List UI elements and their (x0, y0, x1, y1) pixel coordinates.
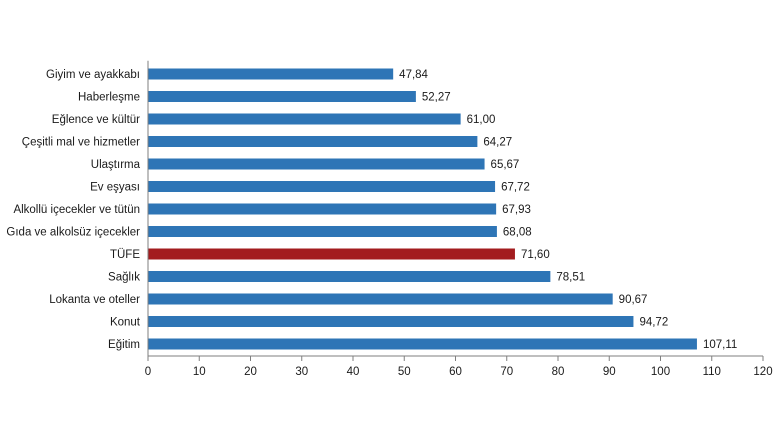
value-label: 61,00 (467, 114, 496, 126)
category-label: Konut (110, 317, 141, 329)
bar (148, 203, 497, 215)
bar (148, 136, 478, 147)
x-axis: 0 10 20 30 40 50 60 70 80 90 100 110 120 (145, 60, 773, 378)
x-tick-label: 20 (244, 366, 257, 378)
bar (148, 91, 416, 102)
value-label: 52,27 (422, 92, 451, 104)
bar-row: Eğlence ve kültür 61,00 (52, 113, 496, 126)
bar-row: Sağlık 78,51 (108, 271, 585, 284)
bar (148, 158, 485, 170)
value-label: 47,84 (399, 69, 428, 81)
bar (148, 226, 497, 237)
category-label: Ev eşyası (90, 182, 140, 194)
bar (148, 271, 551, 282)
x-tick-label: 40 (347, 366, 360, 378)
x-tick-label: 90 (603, 366, 616, 378)
bar-row: Ulaştırma 65,67 (91, 158, 520, 171)
bar (148, 68, 394, 80)
bar-row: Gıda ve alkolsüz içecekler 68,08 (6, 226, 532, 239)
bars-layer: Giyim ve ayakkabı 47,84 Haberleşme 52,27 Eğl… (6, 68, 737, 351)
value-label: 78,51 (556, 272, 585, 284)
value-label: 67,93 (502, 204, 531, 216)
category-label: TÜFE (110, 249, 140, 261)
bar (148, 113, 461, 125)
bar (148, 293, 613, 305)
bar-row: Eğitim 107,11 (108, 338, 737, 351)
x-tick-label: 10 (193, 366, 206, 378)
x-tick-label: 100 (651, 366, 670, 378)
category-label: Eğitim (108, 339, 140, 351)
category-label: Ulaştırma (91, 159, 141, 171)
x-tick-label: 60 (449, 366, 462, 378)
x-tick-label: 70 (500, 366, 513, 378)
value-label: 64,27 (483, 137, 512, 149)
bar-row: Lokanta ve oteller 90,67 (49, 293, 648, 306)
x-tick-label: 110 (703, 366, 721, 378)
value-label: 68,08 (503, 227, 532, 239)
x-tick-label: 50 (398, 366, 411, 378)
bar-highlight (148, 248, 515, 260)
bar (148, 338, 697, 350)
value-label: 67,72 (501, 182, 530, 194)
x-tick-label: 0 (145, 366, 151, 378)
x-tick-label: 120 (753, 366, 772, 378)
bar (148, 181, 496, 192)
category-label: Eğlence ve kültür (52, 114, 140, 126)
bar-row: Alkollü içecekler ve tütün 67,93 (13, 203, 531, 216)
bar-row: Konut 94,72 (110, 316, 668, 329)
value-label: 65,67 (491, 159, 520, 171)
category-label: Giyim ve ayakkabı (46, 69, 140, 81)
value-label: 71,60 (521, 249, 550, 261)
category-label: Çeşitli mal ve hizmetler (22, 137, 140, 149)
category-label: Sağlık (108, 272, 140, 284)
x-tick-label: 80 (552, 366, 565, 378)
bar-row: Ev eşyası 67,72 (90, 181, 530, 194)
value-label: 107,11 (703, 339, 737, 351)
bar-row: Giyim ve ayakkabı 47,84 (46, 68, 429, 81)
bar-row: TÜFE 71,60 (110, 248, 550, 261)
x-tick-label: 30 (295, 366, 308, 378)
bar (148, 316, 634, 327)
value-label: 94,72 (639, 317, 668, 329)
bar-row: Çeşitli mal ve hizmetler 64,27 (22, 136, 512, 149)
category-label: Alkollü içecekler ve tütün (13, 204, 140, 216)
category-label: Haberleşme (78, 92, 140, 104)
bar-row: Haberleşme 52,27 (78, 91, 451, 104)
category-label: Gıda ve alkolsüz içecekler (6, 227, 140, 239)
value-label: 90,67 (619, 294, 648, 306)
category-label: Lokanta ve oteller (49, 294, 140, 306)
